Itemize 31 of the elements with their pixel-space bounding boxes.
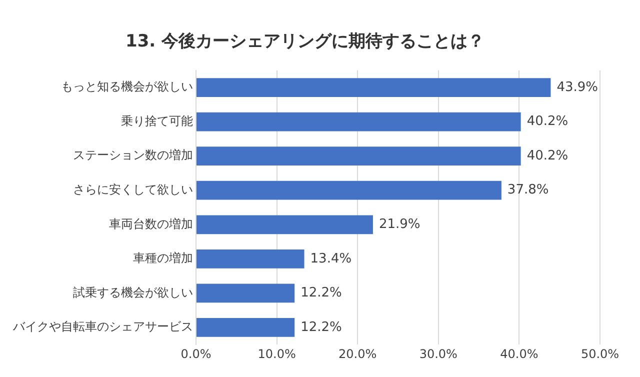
x-tick-label: 30.0%	[419, 346, 458, 361]
y-tick-label: もっと知る機会が欲しい	[61, 80, 193, 94]
bar	[196, 78, 551, 97]
chart-title: 13. 今後カーシェアリングに期待することは？	[125, 32, 485, 52]
bar	[196, 112, 521, 132]
y-tick-label: 車種の増加	[133, 251, 193, 266]
data-label: 40.2%	[526, 148, 568, 164]
x-tick-label: 0.0%	[180, 346, 212, 361]
data-label: 21.9%	[378, 217, 420, 232]
bar	[196, 146, 521, 166]
data-label: 12.2%	[300, 286, 342, 301]
y-tick-label: ステーション数の増加	[73, 148, 193, 162]
y-tick-label: さらに安くして欲しい	[73, 182, 193, 196]
x-tick-label: 20.0%	[338, 346, 377, 361]
data-label: 37.8%	[507, 182, 549, 198]
x-tick-label: 50.0%	[580, 346, 620, 361]
bar	[196, 180, 502, 200]
y-tick-label: 車両台数の増加	[109, 216, 193, 231]
bar	[196, 318, 295, 337]
bar	[196, 249, 304, 268]
y-tick-label: バイクや自転車のシェアサービス	[12, 320, 193, 334]
data-label: 13.4%	[310, 251, 352, 266]
x-tick-label: 40.0%	[500, 346, 538, 361]
data-label: 12.2%	[300, 320, 342, 335]
x-tick-label: 10.0%	[258, 346, 296, 361]
bar	[196, 284, 295, 303]
y-tick-label: 試乗する機会が欲しい	[73, 285, 193, 300]
data-label: 40.2%	[526, 114, 568, 130]
data-label: 43.9%	[556, 80, 598, 95]
y-tick-label: 乗り捨て可能	[121, 114, 193, 128]
bar	[196, 215, 373, 234]
